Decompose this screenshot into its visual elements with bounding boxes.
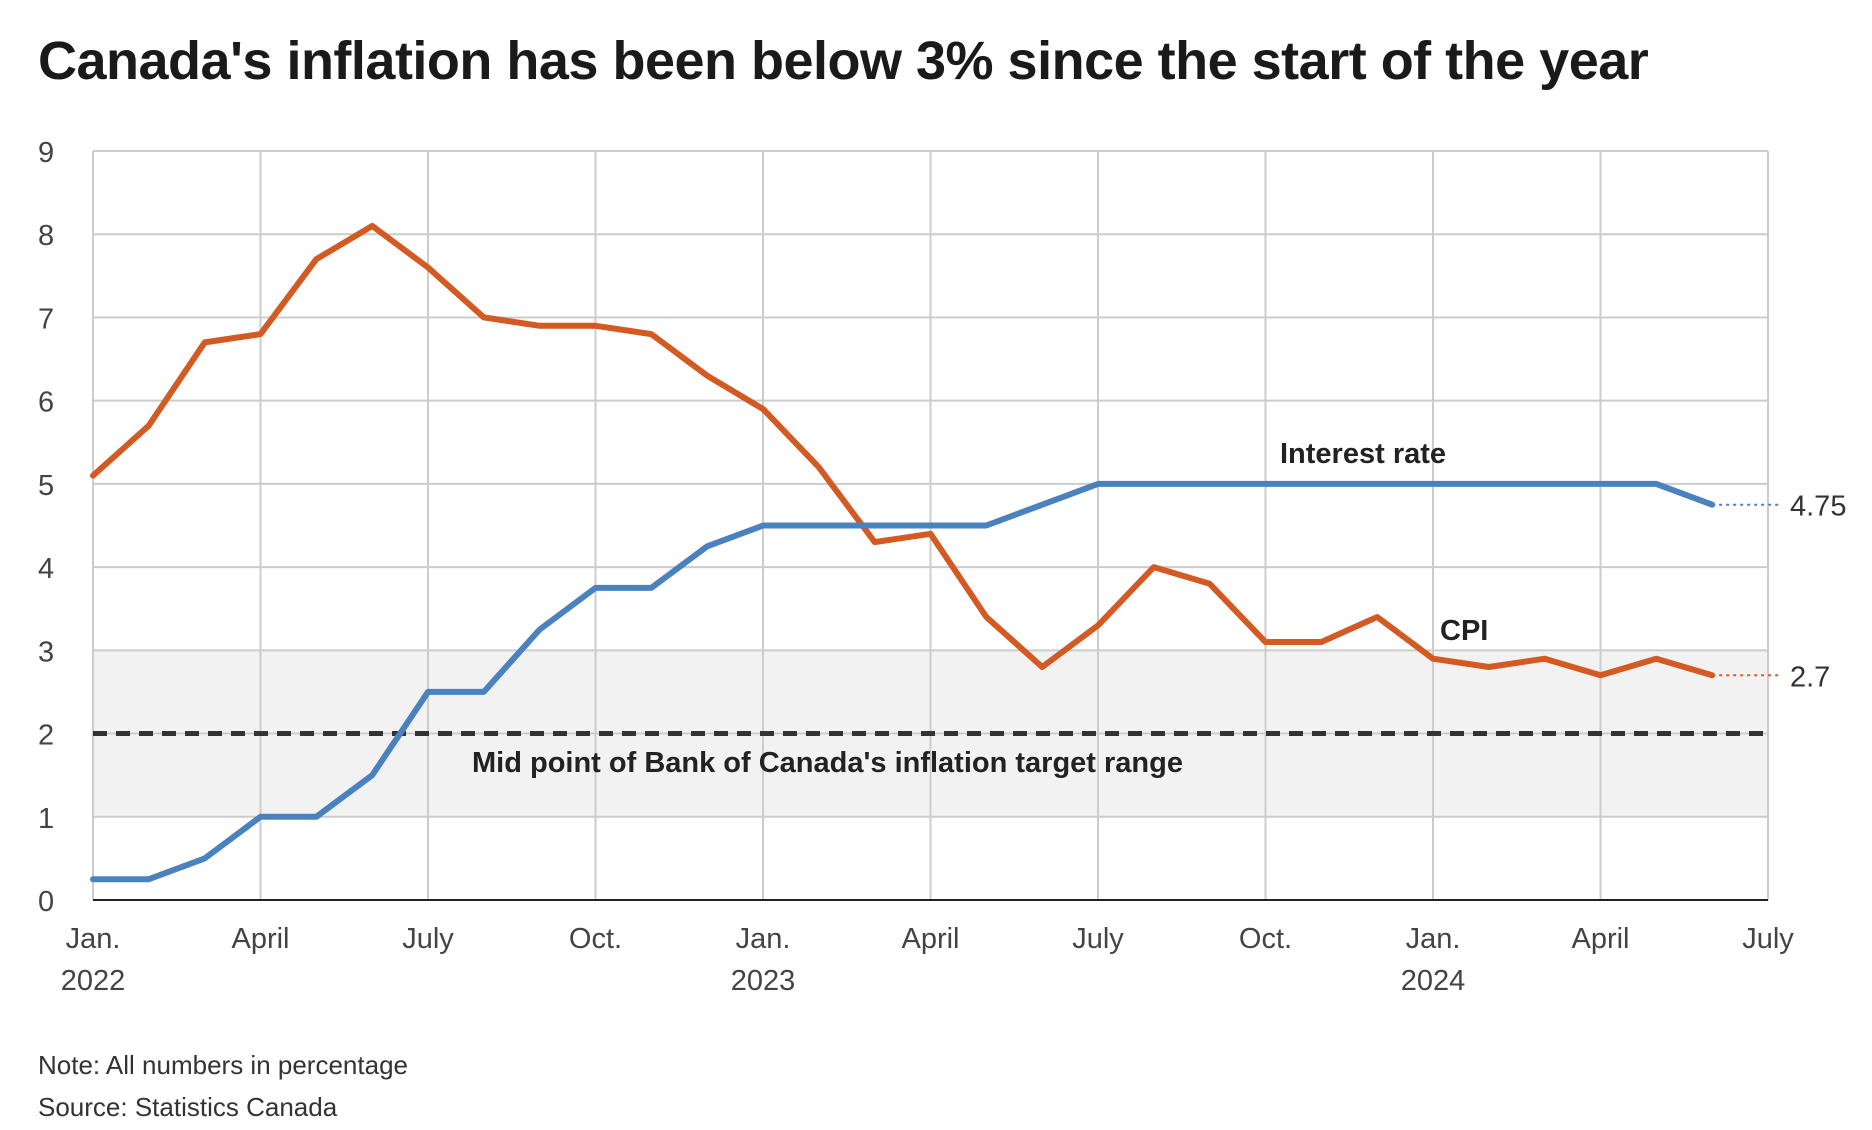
x-tick-label: July: [402, 923, 454, 955]
y-tick-label: 5: [38, 470, 54, 502]
y-tick-label: 7: [38, 303, 54, 335]
x-tick-label: July: [1742, 923, 1794, 955]
y-tick-label: 3: [38, 636, 54, 668]
series-line-cpi: [90, 222, 1716, 679]
y-tick-label: 8: [38, 220, 54, 252]
y-tick-label: 6: [38, 387, 54, 419]
cpi-annotation: CPI: [1440, 615, 1488, 647]
series-end-label: 2.7: [1790, 661, 1830, 693]
y-tick-label: 9: [38, 137, 54, 169]
x-tick-label: July: [1072, 923, 1124, 955]
x-tick-label: April: [1571, 923, 1629, 955]
x-tick-year-label: 2022: [61, 965, 126, 997]
interest-rate-annotation: Interest rate: [1280, 438, 1446, 470]
series-line-interest-rate: [90, 480, 1716, 883]
chart-source: Source: Statistics Canada: [38, 1092, 338, 1122]
y-tick-label: 4: [38, 553, 54, 585]
chart-title: Canada's inflation has been below 3% sin…: [38, 31, 1649, 91]
x-tick-label: Oct.: [569, 923, 622, 955]
y-tick-label: 2: [38, 720, 54, 752]
target-annotation: Mid point of Bank of Canada's inflation …: [472, 747, 1183, 779]
x-tick-label: Oct.: [1239, 923, 1292, 955]
series-end-label: 4.75: [1790, 491, 1846, 523]
x-tick-label: Jan.: [66, 923, 121, 955]
x-tick-label: April: [231, 923, 289, 955]
x-tick-year-label: 2024: [1401, 965, 1466, 997]
x-tick-label: Jan.: [736, 923, 791, 955]
x-tick-label: April: [901, 923, 959, 955]
grid-layer: [92, 150, 1769, 900]
axis-layer: 0 1 2 3 4 5 6 7 8 9 Jan. 2022 April July Oct. Jan. 2023 A…: [38, 137, 1794, 997]
series-layer: [90, 222, 1782, 883]
label-layer: 2.7 4.75 Mid point of Bank of Canada's inf…: [472, 438, 1846, 779]
y-tick-label: 0: [38, 886, 54, 918]
chart-note: Note: All numbers in percentage: [38, 1050, 408, 1080]
y-tick-label: 1: [38, 803, 54, 835]
x-tick-label: Jan.: [1406, 923, 1461, 955]
x-tick-year-label: 2023: [731, 965, 796, 997]
